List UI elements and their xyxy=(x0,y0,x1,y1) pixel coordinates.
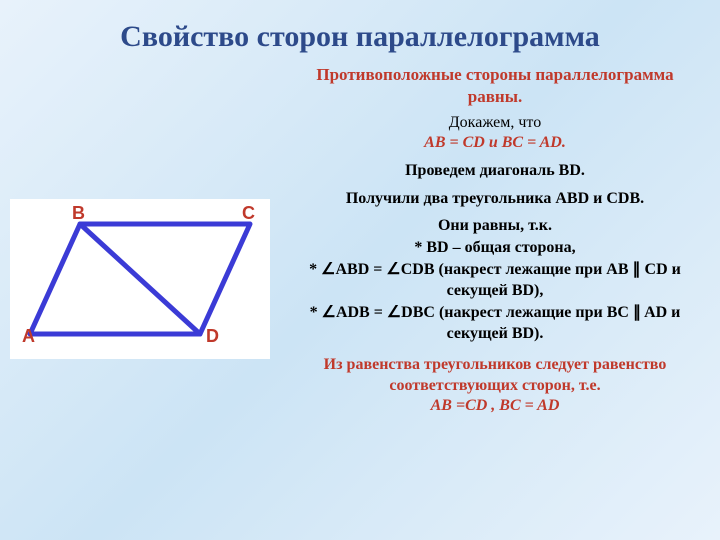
vertex-label-b: B xyxy=(72,203,85,224)
text-column: Противоположные стороны параллелограмма … xyxy=(280,64,710,415)
vertex-label-c: C xyxy=(242,203,255,224)
proof-reasons: Они равны, т.к. * BD – общая сторона, * … xyxy=(290,215,700,345)
slide-title: Свойство сторон параллелограмма xyxy=(0,0,720,64)
proof-step-2: Получили два треугольника ABD и CDB. xyxy=(290,188,700,210)
conclusion-equation: AB =CD , BC = AD xyxy=(290,397,700,415)
theorem-statement: Противоположные стороны параллелограмма … xyxy=(290,64,700,108)
equation-to-prove: AB = CD и BC = AD. xyxy=(290,134,700,152)
proof-step-1: Проведем диагональ BD. xyxy=(290,160,700,182)
reason-1: * BD – общая сторона, xyxy=(290,237,700,259)
diagram-svg xyxy=(10,199,270,359)
parallelogram-diagram: A B C D xyxy=(10,199,270,359)
reason-2: * ∠ABD = ∠CDB (накрест лежащие при AB ∥ … xyxy=(290,259,700,302)
reason-intro: Они равны, т.к. xyxy=(290,215,700,237)
vertex-label-a: A xyxy=(22,326,35,347)
prove-label: Докажем, что xyxy=(290,114,700,132)
content-area: A B C D Противоположные стороны параллел… xyxy=(0,64,720,415)
reason-3: * ∠ADB = ∠DBC (накрест лежащие при BC ∥ … xyxy=(290,302,700,345)
diagram-column: A B C D xyxy=(10,64,280,415)
conclusion-text: Из равенства треугольников следует равен… xyxy=(290,355,700,397)
vertex-label-d: D xyxy=(206,326,219,347)
